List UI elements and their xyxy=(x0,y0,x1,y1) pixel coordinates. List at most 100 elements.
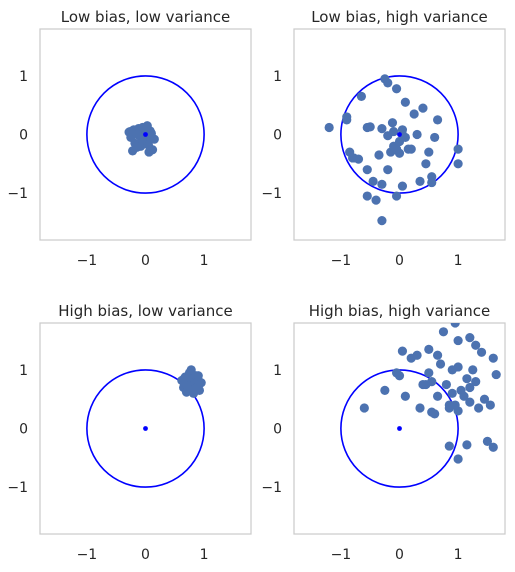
plot-area xyxy=(340,323,501,488)
data-point xyxy=(415,176,425,186)
axes-frame xyxy=(293,28,506,241)
data-point xyxy=(465,333,475,343)
data-point xyxy=(391,191,402,201)
y-tick-label: 1 xyxy=(273,363,282,379)
data-point xyxy=(362,165,372,175)
data-point xyxy=(365,122,375,132)
data-point xyxy=(453,454,463,464)
data-point xyxy=(383,165,393,175)
data-point xyxy=(412,129,422,140)
data-point xyxy=(179,374,189,384)
x-tick-label: 1 xyxy=(200,547,209,563)
data-point xyxy=(432,115,443,125)
data-point xyxy=(476,347,487,357)
x-tick-label: 1 xyxy=(200,253,209,269)
x-tick-label: −1 xyxy=(77,253,98,269)
data-point xyxy=(453,159,463,169)
data-point xyxy=(444,441,454,451)
data-point xyxy=(377,179,387,189)
data-point xyxy=(400,391,410,401)
data-point xyxy=(387,118,398,128)
data-point xyxy=(409,109,419,119)
y-tick-label: 0 xyxy=(273,128,282,144)
data-point xyxy=(412,350,422,360)
data-point xyxy=(432,391,443,401)
data-point xyxy=(132,142,142,152)
data-point xyxy=(465,397,475,407)
center-point xyxy=(143,132,148,137)
data-point xyxy=(368,176,378,186)
x-tick-label: 0 xyxy=(395,253,404,269)
data-point xyxy=(324,122,334,133)
x-tick-label: 0 xyxy=(141,547,150,563)
data-point xyxy=(435,359,446,369)
y-tick-label: 1 xyxy=(19,363,28,379)
data-point xyxy=(394,371,405,381)
data-point xyxy=(482,436,493,446)
data-point xyxy=(356,91,367,102)
data-point xyxy=(383,78,393,88)
data-point xyxy=(427,377,437,387)
subplot-2: Low bias, high variance −1 0 1 1 0 −1 xyxy=(261,8,506,269)
data-point xyxy=(453,144,463,154)
y-tick-label: 0 xyxy=(19,128,28,144)
data-point xyxy=(491,369,501,380)
data-point xyxy=(459,391,469,401)
target-circle xyxy=(86,369,205,488)
plot-area xyxy=(86,75,205,194)
data-point xyxy=(348,153,358,163)
data-point xyxy=(125,126,135,137)
data-point xyxy=(468,365,478,375)
data-point xyxy=(462,440,472,450)
data-point xyxy=(479,394,490,404)
data-point xyxy=(132,129,142,140)
x-tick-label: −1 xyxy=(331,253,352,269)
target-circle xyxy=(86,75,205,194)
data-point xyxy=(400,97,410,107)
x-tick-label: 1 xyxy=(454,547,463,563)
y-tick-label: −1 xyxy=(7,480,28,496)
data-point xyxy=(471,340,481,350)
data-point xyxy=(465,382,475,393)
y-tick-label: 0 xyxy=(19,422,28,438)
data-point xyxy=(144,147,154,157)
data-point xyxy=(397,346,408,356)
data-point xyxy=(418,379,428,390)
data-point xyxy=(377,216,387,226)
data-point xyxy=(462,374,472,384)
x-tick-label: −1 xyxy=(77,547,98,563)
data-point xyxy=(424,344,434,354)
subplot-1: Low bias, low variance −1 0 1 1 0 −1 xyxy=(7,8,252,269)
data-point xyxy=(421,159,431,169)
data-point xyxy=(432,350,443,360)
y-tick-label: −1 xyxy=(7,186,28,202)
data-point xyxy=(397,181,408,191)
y-tick-label: −1 xyxy=(261,186,282,202)
data-point xyxy=(430,132,440,143)
data-point xyxy=(186,365,196,375)
data-point xyxy=(471,377,481,387)
x-tick-label: 1 xyxy=(454,253,463,269)
data-point xyxy=(389,126,399,137)
data-point xyxy=(359,403,369,413)
data-point xyxy=(488,442,498,452)
x-tick-label: −1 xyxy=(331,547,352,563)
data-point xyxy=(430,409,440,419)
data-point xyxy=(453,362,463,372)
data-point xyxy=(142,121,152,131)
data-point xyxy=(394,148,405,158)
data-point xyxy=(424,368,434,378)
data-point xyxy=(418,103,428,113)
data-point xyxy=(441,379,451,390)
data-point xyxy=(450,323,460,328)
data-point xyxy=(453,406,463,416)
data-point xyxy=(485,400,495,410)
data-point xyxy=(438,327,449,337)
data-point xyxy=(427,177,437,188)
subplot-4: High bias, high variance −1 0 1 1 0 −1 xyxy=(261,302,506,563)
y-tick-label: 0 xyxy=(273,422,282,438)
y-tick-label: −1 xyxy=(261,480,282,496)
center-point xyxy=(397,132,402,137)
y-tick-label: 1 xyxy=(273,69,282,85)
